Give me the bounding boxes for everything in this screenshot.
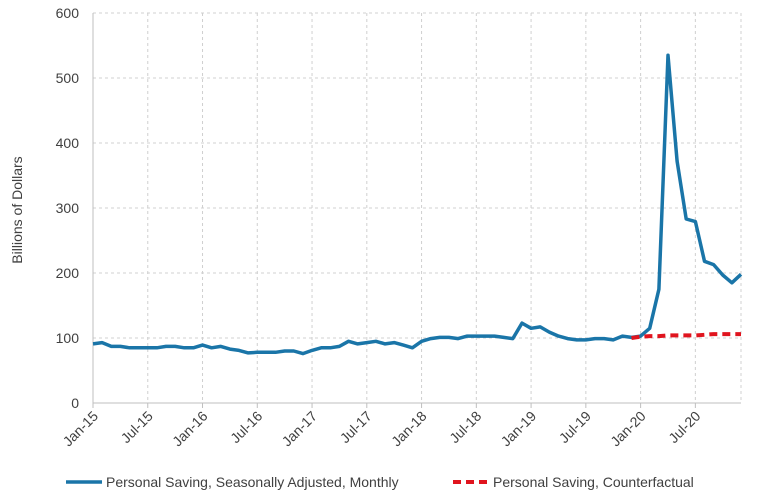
- y-tick-label: 600: [56, 5, 80, 21]
- x-tick-label: Jan-19: [498, 408, 540, 450]
- grid: [92, 12, 742, 403]
- x-tick-label: Jul-16: [227, 408, 265, 446]
- y-tick-label: 400: [56, 135, 80, 151]
- x-tick-label: Jul-19: [556, 408, 594, 446]
- x-tick-label: Jul-18: [446, 408, 484, 446]
- y-axis-title: Billions of Dollars: [9, 156, 25, 263]
- x-tick-label: Jul-20: [665, 408, 703, 446]
- x-axis: Jan-15 Jul-15 Jan-16 Jul-16 Jan-17 Jul-17 Jan-…: [60, 402, 741, 450]
- legend: Personal Saving, Seasonally Adjusted, Mo…: [66, 474, 694, 490]
- y-tick-label: 300: [56, 200, 80, 216]
- legend-label: Personal Saving, Seasonally Adjusted, Mo…: [106, 474, 399, 490]
- y-tick-label: 500: [56, 70, 80, 86]
- x-tick-label: Jan-15: [60, 408, 102, 450]
- y-axis: 0 100 200 300 400 500 600: [56, 5, 94, 411]
- y-tick-label: 200: [56, 265, 80, 281]
- series-group: [92, 53, 743, 356]
- x-tick-label: Jan-17: [279, 408, 321, 450]
- counterfactual-line: [631, 332, 741, 340]
- legend-label: Personal Saving, Counterfactual: [493, 474, 694, 490]
- y-tick-label: 0: [71, 395, 79, 411]
- y-tick-label: 100: [56, 330, 80, 346]
- personal-saving-line: [92, 53, 743, 356]
- x-tick-label: Jan-18: [388, 408, 430, 450]
- x-tick-label: Jan-20: [607, 408, 649, 450]
- x-tick-label: Jul-15: [118, 408, 156, 446]
- x-tick-label: Jan-16: [169, 408, 211, 450]
- x-tick-label: Jul-17: [337, 408, 375, 446]
